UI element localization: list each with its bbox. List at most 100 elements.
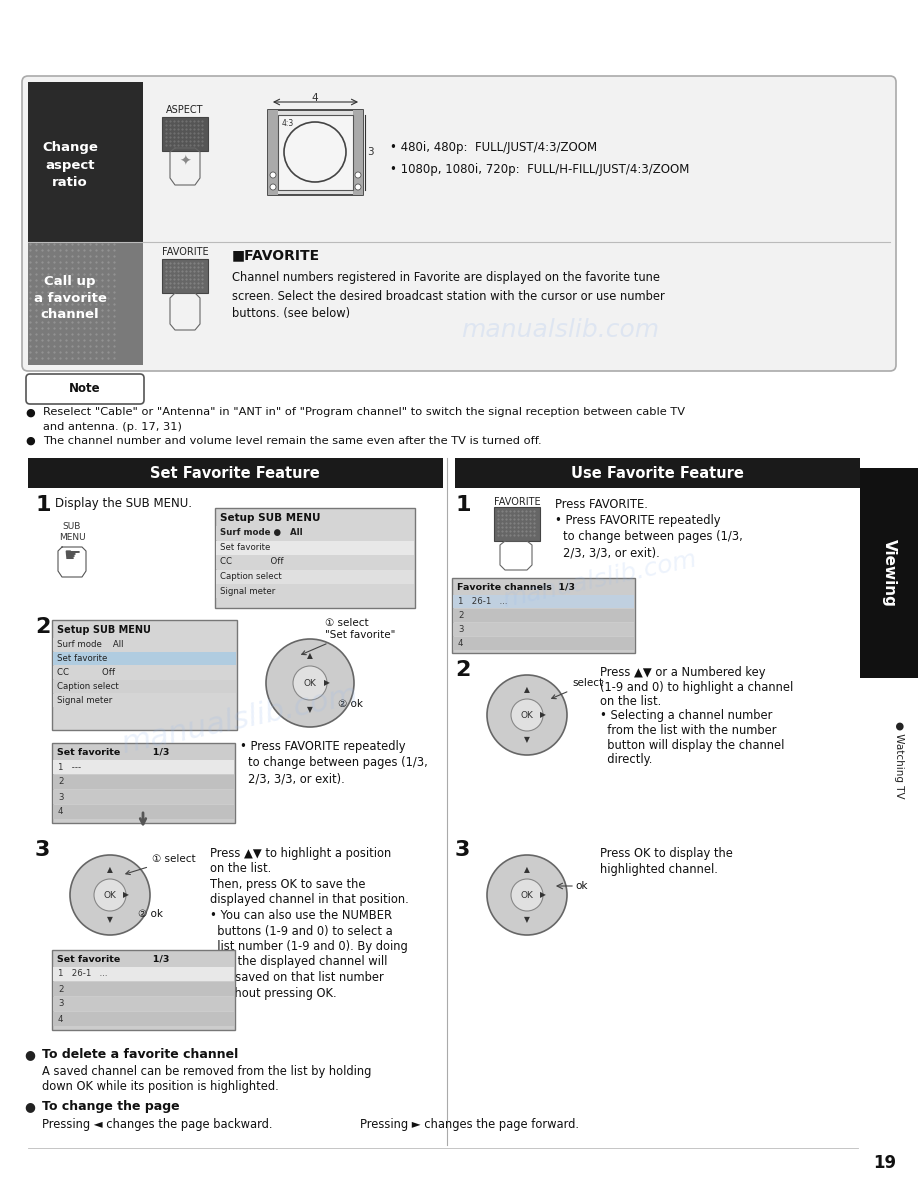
Text: directly.: directly. [600, 753, 653, 766]
Text: to change between pages (1/3,: to change between pages (1/3, [563, 530, 743, 543]
Text: Display the SUB MENU.: Display the SUB MENU. [55, 497, 192, 510]
Text: 3: 3 [58, 999, 63, 1009]
FancyBboxPatch shape [162, 259, 208, 293]
Text: Set favorite          1/3: Set favorite 1/3 [57, 747, 170, 757]
Text: manualslib.com: manualslib.com [118, 681, 361, 759]
FancyBboxPatch shape [53, 805, 234, 819]
FancyBboxPatch shape [216, 584, 414, 598]
Text: select: select [552, 678, 603, 699]
Text: Caption select: Caption select [57, 682, 118, 691]
Text: • Press FAVORITE repeatedly: • Press FAVORITE repeatedly [240, 740, 406, 753]
Text: CC              Off: CC Off [220, 557, 284, 567]
Text: Setup SUB MENU: Setup SUB MENU [220, 513, 320, 523]
Text: 1   26-1   ...: 1 26-1 ... [458, 598, 508, 606]
Text: Change
aspect
ratio: Change aspect ratio [42, 141, 98, 189]
Text: Reselect "Cable" or "Antenna" in "ANT in" of "Program channel" to switch the sig: Reselect "Cable" or "Antenna" in "ANT in… [43, 407, 685, 417]
Text: To change the page: To change the page [42, 1100, 180, 1113]
Text: FAVORITE: FAVORITE [494, 497, 541, 507]
Circle shape [266, 639, 354, 727]
Text: Press OK to display the: Press OK to display the [600, 847, 733, 860]
Text: down OK while its position is highlighted.: down OK while its position is highlighte… [42, 1080, 279, 1093]
Text: ▲: ▲ [524, 866, 530, 874]
Text: ▶: ▶ [324, 678, 330, 688]
Text: 2: 2 [58, 985, 63, 993]
FancyBboxPatch shape [453, 637, 634, 650]
FancyBboxPatch shape [53, 638, 236, 651]
Circle shape [270, 172, 276, 178]
FancyBboxPatch shape [453, 595, 634, 608]
Text: ● Watching TV: ● Watching TV [894, 721, 904, 798]
Text: Caption select: Caption select [220, 571, 282, 581]
Text: Channel numbers registered in Favorite are displayed on the favorite tune: Channel numbers registered in Favorite a… [232, 272, 660, 284]
Text: • You can also use the NUMBER: • You can also use the NUMBER [210, 909, 392, 922]
Text: so, the displayed channel will: so, the displayed channel will [210, 955, 387, 968]
Text: Set Favorite Feature: Set Favorite Feature [151, 466, 319, 480]
FancyBboxPatch shape [53, 666, 236, 680]
Text: 1: 1 [455, 495, 471, 516]
Circle shape [293, 666, 327, 700]
Text: ok: ok [575, 881, 588, 891]
Text: 4:3: 4:3 [282, 119, 295, 127]
Text: 1   ---: 1 --- [58, 763, 81, 771]
Text: ▼: ▼ [524, 735, 530, 745]
Text: Surf mode ●   All: Surf mode ● All [220, 529, 303, 537]
Text: Call up
a favorite
channel: Call up a favorite channel [34, 274, 106, 322]
Text: Surf mode    All: Surf mode All [57, 640, 124, 649]
FancyBboxPatch shape [278, 115, 353, 190]
Text: • Selecting a channel number: • Selecting a channel number [600, 709, 772, 722]
Text: OK: OK [104, 891, 117, 899]
Text: ✦: ✦ [179, 154, 191, 169]
Text: Signal meter: Signal meter [57, 696, 112, 704]
Text: Note: Note [69, 383, 101, 396]
Text: ●: ● [25, 436, 35, 446]
FancyBboxPatch shape [52, 950, 235, 1030]
Text: 3: 3 [58, 792, 63, 802]
Text: 3: 3 [455, 840, 470, 860]
Text: and antenna. (p. 17, 31): and antenna. (p. 17, 31) [43, 422, 182, 432]
Text: Viewing: Viewing [881, 539, 897, 607]
FancyBboxPatch shape [215, 508, 415, 608]
FancyBboxPatch shape [53, 652, 236, 665]
Text: 1   26-1   ...: 1 26-1 ... [58, 969, 107, 979]
Text: to change between pages (1/3,: to change between pages (1/3, [248, 756, 428, 769]
FancyBboxPatch shape [860, 468, 918, 678]
Circle shape [70, 855, 150, 935]
Text: 3: 3 [458, 625, 464, 634]
Text: on the list.: on the list. [600, 695, 661, 708]
Text: Signal meter: Signal meter [220, 587, 275, 595]
FancyBboxPatch shape [28, 242, 143, 365]
Text: screen. Select the desired broadcast station with the cursor or use number: screen. Select the desired broadcast sta… [232, 290, 665, 303]
Circle shape [94, 879, 126, 911]
FancyBboxPatch shape [453, 609, 634, 623]
FancyBboxPatch shape [268, 110, 278, 195]
FancyBboxPatch shape [216, 555, 414, 569]
Text: CC            Off: CC Off [57, 668, 115, 677]
Text: ② ok: ② ok [338, 699, 363, 709]
Text: ① select
"Set favorite": ① select "Set favorite" [302, 619, 396, 655]
Text: Set favorite: Set favorite [220, 543, 271, 552]
Text: FAVORITE: FAVORITE [162, 247, 208, 257]
FancyBboxPatch shape [53, 1012, 234, 1026]
Text: buttons (1-9 and 0) to select a: buttons (1-9 and 0) to select a [210, 924, 393, 937]
Text: Favorite channels  1/3: Favorite channels 1/3 [457, 582, 575, 592]
Text: • 480i, 480p:  FULL/JUST/4:3/ZOOM: • 480i, 480p: FULL/JUST/4:3/ZOOM [390, 141, 597, 154]
Text: ▶: ▶ [540, 891, 546, 899]
Text: 4: 4 [58, 808, 63, 816]
Circle shape [270, 184, 276, 190]
Circle shape [487, 855, 567, 935]
Text: without pressing OK.: without pressing OK. [210, 986, 337, 999]
Text: Press ▲▼ or a Numbered key: Press ▲▼ or a Numbered key [600, 666, 766, 680]
Text: Pressing ◄ changes the page backward.: Pressing ◄ changes the page backward. [42, 1118, 273, 1131]
Text: Press FAVORITE.: Press FAVORITE. [555, 498, 648, 511]
Text: be saved on that list number: be saved on that list number [210, 971, 384, 984]
Text: • 1080p, 1080i, 720p:  FULL/H-FILL/JUST/4:3/ZOOM: • 1080p, 1080i, 720p: FULL/H-FILL/JUST/4… [390, 164, 689, 177]
Text: ② ok: ② ok [138, 909, 163, 920]
FancyBboxPatch shape [53, 790, 234, 804]
Text: button will display the channel: button will display the channel [600, 739, 784, 752]
FancyBboxPatch shape [53, 982, 234, 996]
Circle shape [511, 879, 543, 911]
Text: OK: OK [521, 891, 533, 899]
Text: 2/3, 3/3, or exit).: 2/3, 3/3, or exit). [248, 772, 345, 785]
Text: ▶: ▶ [123, 891, 129, 899]
FancyBboxPatch shape [453, 623, 634, 636]
